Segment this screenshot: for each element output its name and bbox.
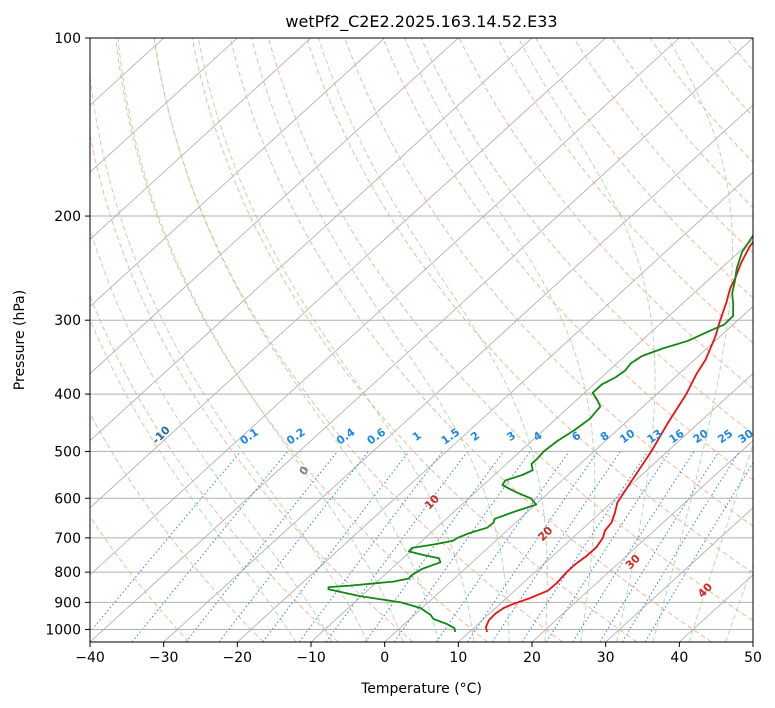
mixing-ratio-line xyxy=(621,451,740,642)
mixing-ratio-line xyxy=(185,451,338,642)
isotherm-line xyxy=(90,38,459,375)
dry-adiabat-line xyxy=(420,38,753,435)
isotherm-line xyxy=(237,171,753,642)
profile-series xyxy=(327,234,753,633)
isotherm-line xyxy=(90,38,753,642)
mixing-ratio-line xyxy=(545,451,671,642)
moist-adiabat-line xyxy=(652,38,733,642)
moist-adiabat-line xyxy=(404,38,596,642)
x-tick-label: 20 xyxy=(523,650,541,666)
dry-adiabat-line xyxy=(191,38,638,642)
y-axis: 100 200 300 400 500 600 700 800 900 1000 xyxy=(45,31,90,638)
x-axis-label: Temperature (°C) xyxy=(360,681,482,697)
moist-adiabat-line xyxy=(251,38,510,642)
chart-title: wetPf2_C2E2.2025.163.14.52.E33 xyxy=(285,12,557,32)
moist-adiabat-line xyxy=(90,226,333,642)
isotherm-line xyxy=(90,38,385,307)
y-tick-label: 900 xyxy=(54,595,81,611)
temperature-profile-line xyxy=(485,240,753,633)
moist-adiabat-line xyxy=(688,443,753,642)
dewpoint-profile-line xyxy=(327,234,753,633)
moist-adiabat-line xyxy=(90,318,297,642)
y-tick-label: 200 xyxy=(54,209,81,225)
mixing-ratio-line xyxy=(90,451,242,633)
dry-adiabat-line xyxy=(115,38,488,642)
x-axis: −40 −30 −20 −10 0 10 20 30 40 50 xyxy=(75,642,762,666)
isotherm-line xyxy=(90,38,680,576)
y-tick-label: 100 xyxy=(54,31,81,47)
mixing-ratio-line xyxy=(298,451,444,642)
isotherm-line xyxy=(90,38,606,509)
isotherm-line xyxy=(458,373,753,642)
moist-adiabat-line xyxy=(90,72,369,642)
dry-adiabat-line xyxy=(153,38,563,642)
y-tick-label: 800 xyxy=(54,565,81,581)
dry-adiabat-line xyxy=(344,38,753,527)
x-tick-label: −20 xyxy=(223,650,253,666)
y-tick-label: 300 xyxy=(54,313,81,329)
x-tick-label: 40 xyxy=(670,650,688,666)
mixing-ratio-line xyxy=(262,451,410,642)
x-tick-label: 10 xyxy=(449,650,467,666)
isotherm-line xyxy=(384,305,753,642)
mixing-ratio-line xyxy=(364,451,505,642)
mixing-ratio-line xyxy=(436,451,570,642)
moist-adiabat-line xyxy=(117,38,404,642)
dry-adiabat-line xyxy=(306,38,753,574)
plot-frame xyxy=(89,37,754,643)
isotherm-line xyxy=(531,440,753,642)
x-tick-label: 50 xyxy=(744,650,762,666)
x-tick-label: 0 xyxy=(380,650,389,666)
y-tick-label: 700 xyxy=(54,531,81,547)
y-tick-label: 400 xyxy=(54,387,81,403)
isotherm-line xyxy=(90,38,312,240)
mixing-ratio-line xyxy=(131,451,288,642)
y-tick-label: 1000 xyxy=(45,622,81,638)
isotherm-line xyxy=(605,507,753,642)
mixing-ratio-line xyxy=(393,451,531,642)
moist-adiabat-line xyxy=(318,38,548,642)
dry-adiabat-line xyxy=(229,38,712,642)
pressure-gridlines xyxy=(90,38,753,630)
dry-adiabat-line xyxy=(268,38,753,622)
moist-adiabat-line xyxy=(517,38,656,642)
dry-adiabat-line xyxy=(496,38,753,344)
y-axis-label: Pressure (hPa) xyxy=(12,290,28,390)
dry-adiabat-line xyxy=(90,412,264,642)
mixing-ratio-line xyxy=(467,451,599,642)
y-tick-label: 500 xyxy=(54,444,81,460)
isotherm-line xyxy=(90,38,533,442)
mixing-ratio-line xyxy=(599,451,720,642)
x-tick-label: −10 xyxy=(296,650,326,666)
x-tick-label: −40 xyxy=(75,650,105,666)
x-tick-label: 30 xyxy=(597,650,615,666)
moist-adiabat-line xyxy=(197,38,475,642)
x-tick-label: −30 xyxy=(149,650,179,666)
mixing-ratio-line xyxy=(521,451,649,642)
isotherm-line xyxy=(90,38,238,173)
y-tick-label: 600 xyxy=(54,491,81,507)
dry-adiabat-line xyxy=(90,132,414,642)
moist-adiabat-line xyxy=(154,38,439,642)
mixing-ratio-line xyxy=(491,451,621,642)
mixing-ratio-line xyxy=(325,451,468,642)
moist-adiabat-line xyxy=(725,563,753,642)
